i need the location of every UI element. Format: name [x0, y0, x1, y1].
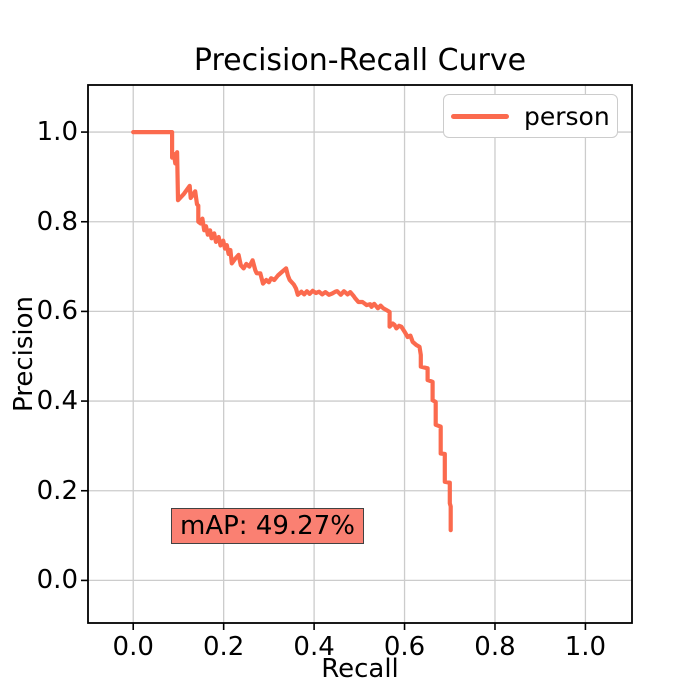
x-tick-label: 1.0 — [564, 632, 607, 662]
y-tick-label: 0.8 — [36, 206, 78, 237]
pr-curve-line — [131, 130, 453, 533]
legend-line-swatch — [451, 113, 509, 119]
plot-border — [87, 84, 633, 624]
y-tick-label: 0.2 — [36, 475, 78, 506]
chart-title: Precision-Recall Curve — [193, 43, 527, 78]
y-tick-label: 0.0 — [36, 565, 78, 596]
x-axis-label: Recall — [321, 654, 399, 684]
x-tick-label: 0.8 — [474, 632, 516, 662]
x-tick-label: 0.0 — [112, 632, 154, 662]
y-tick-label: 1.0 — [36, 117, 78, 148]
y-axis-label: Precision — [9, 295, 39, 413]
x-tick-label: 0.4 — [293, 632, 335, 662]
legend-label: person — [524, 101, 610, 131]
y-tick-label: 0.6 — [36, 296, 78, 327]
y-tick-label: 0.4 — [36, 386, 78, 417]
map-annotation: mAP: 49.27% — [171, 508, 364, 544]
legend: person — [443, 94, 618, 138]
x-tick-label: 0.2 — [202, 632, 245, 662]
x-tick-label: 0.6 — [383, 632, 426, 662]
